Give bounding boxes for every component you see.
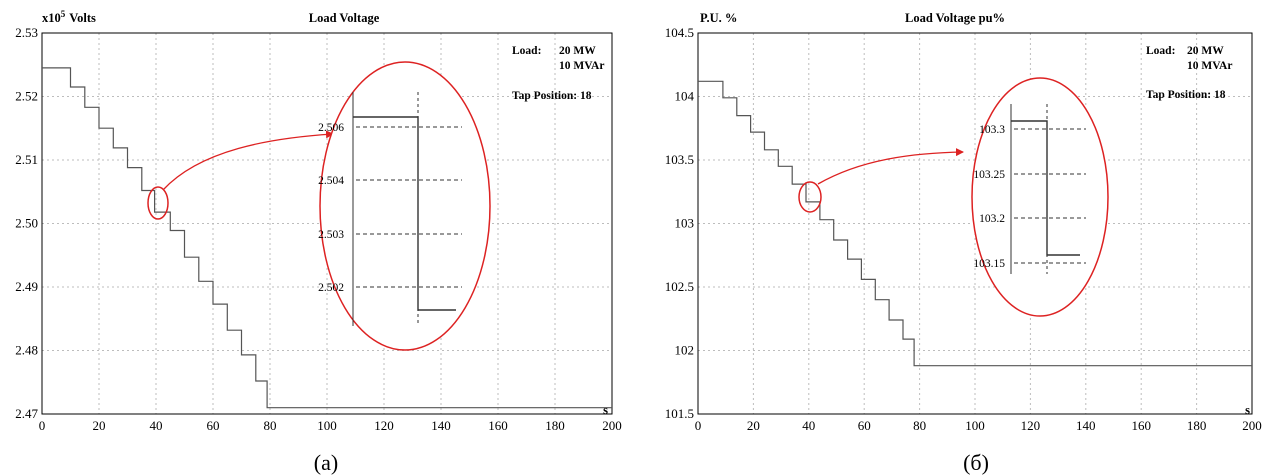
zoom-step-line: [353, 116, 456, 311]
x-tick-label: 40: [150, 418, 163, 433]
series-line-a: [42, 67, 612, 409]
x-tick-label: 120: [1021, 418, 1041, 433]
chart-title-a: Load Voltage: [309, 11, 380, 25]
zoom-tick-label: 103.15: [973, 258, 1005, 270]
y-tick-label: 2.50: [15, 216, 38, 231]
zoom-inset-a: 2.506 2.504 2.503 2.502: [318, 92, 462, 326]
x-tick-label: 200: [602, 418, 622, 433]
zoom-arrow-b: [817, 148, 964, 185]
x-tick-label: 140: [431, 418, 451, 433]
panel-caption-b: (б): [963, 450, 989, 475]
x-tick-label: 120: [374, 418, 394, 433]
y-tick-label: 102: [675, 343, 695, 358]
zoom-inset-ellipse-b: [971, 77, 1109, 317]
load-mvar-b: 10 MVAr: [1187, 60, 1232, 72]
ticks-b: 0 20 40 60 80 100 120 140 160 180 200 101.5 102 102.5…: [665, 25, 1262, 433]
y-tick-label: 101.5: [665, 406, 694, 421]
load-label-b: Load:: [1146, 45, 1175, 57]
zoom-arrow-a: [162, 130, 334, 191]
load-mvar-a: 10 MVAr: [559, 60, 604, 72]
plot-frame-a: [41, 32, 613, 415]
x-tick-label: 20: [93, 418, 106, 433]
plot-frame-b: [697, 32, 1253, 415]
y-tick-label: 102.5: [665, 279, 694, 294]
load-mw-a: 20 MW: [559, 45, 596, 57]
y-axis-label-b: P.U. %: [700, 11, 737, 25]
y-tick-label: 104.5: [665, 25, 694, 40]
tap-position-a: Tap Position: 18: [512, 90, 592, 102]
zoom-inset-ellipse-a: [319, 61, 491, 351]
x-tick-label: 0: [39, 418, 46, 433]
y-tick-label: 103: [675, 216, 695, 231]
x-tick-label: 0: [695, 418, 702, 433]
x-tick-label: 80: [264, 418, 277, 433]
y-tick-label: 2.51: [15, 152, 38, 167]
x-tick-label: 80: [913, 418, 926, 433]
x-tick-label: 140: [1076, 418, 1096, 433]
x-tick-label: 40: [802, 418, 815, 433]
y-tick-label: 2.53: [15, 25, 38, 40]
x-tick-label: 60: [858, 418, 871, 433]
load-label-a: Load:: [512, 45, 541, 57]
y-tick-label: 2.47: [15, 406, 38, 421]
zoom-marker-ellipse-a: [147, 186, 169, 220]
x-tick-label: 180: [545, 418, 565, 433]
y-tick-label: 2.48: [15, 343, 38, 358]
y-tick-label: 103.5: [665, 152, 694, 167]
x-tick-label: 100: [317, 418, 337, 433]
y-axis-label-a: x105 Volts: [42, 9, 96, 25]
x-tick-label: 200: [1242, 418, 1262, 433]
y-tick-label: 104: [675, 89, 695, 104]
zoom-tick-label: 2.504: [318, 175, 344, 187]
series-line-b: [698, 80, 1252, 367]
zoom-tick-label: 103.3: [979, 124, 1005, 136]
x-axis-unit-a: s: [603, 403, 608, 417]
zoom-tick-label: 2.503: [318, 229, 344, 241]
x-axis-unit-b: s: [1245, 403, 1250, 417]
tap-position-b: Tap Position: 18: [1146, 89, 1226, 101]
chart-panel-a: 0 20 40 60 80 100 120 140 160 180 200 2.47 2.48 2.49 2…: [15, 9, 622, 475]
chart-panel-b: 0 20 40 60 80 100 120 140 160 180 200 101.5 102 102.5…: [665, 11, 1262, 475]
load-mw-b: 20 MW: [1187, 45, 1224, 57]
x-tick-label: 160: [488, 418, 508, 433]
chart-title-b: Load Voltage pu%: [905, 11, 1005, 25]
x-tick-label: 160: [1131, 418, 1151, 433]
y-tick-label: 2.52: [15, 89, 38, 104]
zoom-tick-label: 2.502: [318, 282, 344, 294]
x-tick-label: 100: [965, 418, 985, 433]
zoom-inset-b: 103.3 103.25 103.2 103.15: [973, 104, 1086, 274]
x-tick-label: 60: [207, 418, 220, 433]
panel-caption-a: (a): [314, 450, 338, 475]
ticks-a: 0 20 40 60 80 100 120 140 160 180 200 2.47 2.48 2.49 2…: [15, 25, 622, 433]
zoom-marker-ellipse-b: [798, 181, 822, 213]
x-tick-label: 20: [747, 418, 760, 433]
zoom-tick-label: 103.25: [973, 169, 1005, 181]
zoom-tick-label: 103.2: [979, 213, 1005, 225]
zoom-tick-label: 2.506: [318, 122, 344, 134]
zoom-step-line: [1011, 120, 1080, 256]
y-tick-label: 2.49: [15, 279, 38, 294]
x-tick-label: 180: [1187, 418, 1207, 433]
